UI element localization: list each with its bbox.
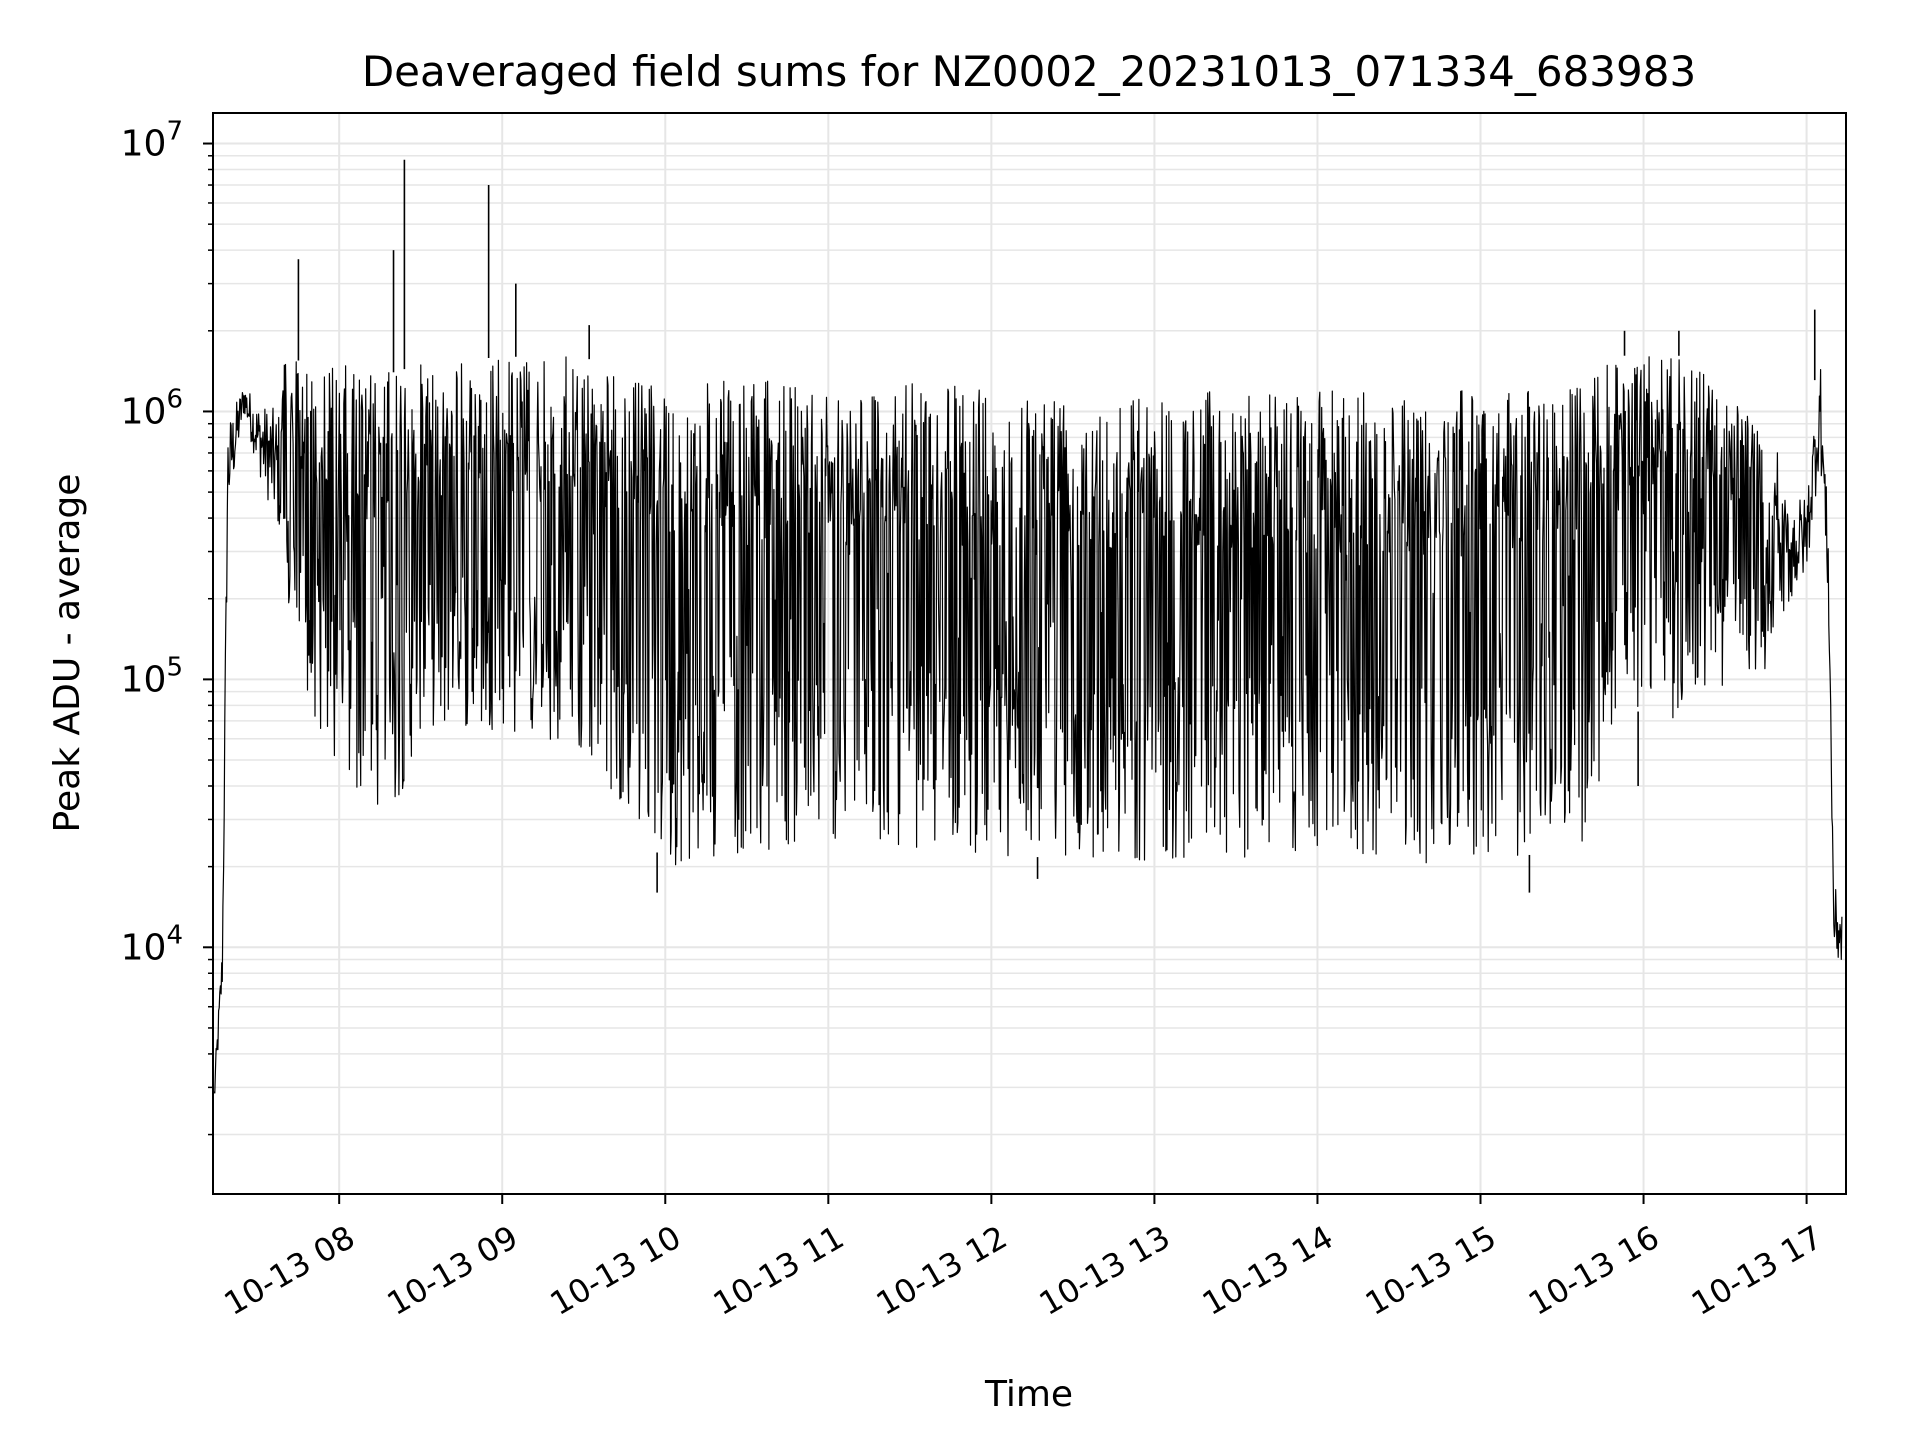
y-tick-label-exponent: 5 (166, 652, 183, 682)
data-layer (213, 159, 1843, 1094)
x-tick-label: 10-13 14 (1196, 1218, 1340, 1323)
y-tick-label-base: 10 (121, 927, 167, 968)
x-tick-label: 10-13 08 (218, 1218, 362, 1323)
axes-frame (212, 112, 1847, 1195)
x-axis-label: Time (984, 1374, 1073, 1415)
y-tick-label-exponent: 4 (166, 920, 183, 950)
y-tick-label-exponent: 7 (166, 117, 183, 147)
y-tick-label: 104 (121, 920, 183, 968)
x-tick-label: 10-13 13 (1033, 1218, 1177, 1323)
y-tick-label-base: 10 (121, 659, 167, 700)
y-tick-label: 105 (121, 652, 183, 700)
x-tick-label: 10-13 10 (544, 1218, 688, 1323)
x-tick-label: 10-13 12 (870, 1218, 1014, 1323)
series-line (213, 356, 1843, 1094)
y-axis-label: Peak ADU - average (47, 474, 88, 833)
chart-title: Deaveraged field sums for NZ0002_2023101… (362, 47, 1696, 96)
y-tick-label: 106 (121, 384, 183, 432)
grid-layer (213, 113, 1846, 1194)
x-tick-label: 10-13 15 (1359, 1218, 1503, 1323)
x-tick-label: 10-13 11 (707, 1218, 851, 1323)
y-tick-label: 107 (121, 117, 183, 165)
y-tick-label-base: 10 (121, 391, 167, 432)
y-tick-label-base: 10 (121, 124, 167, 165)
y-tick-label-exponent: 6 (166, 384, 183, 414)
x-tick-label: 10-13 16 (1522, 1218, 1666, 1323)
x-tick-label: 10-13 09 (381, 1218, 525, 1323)
x-tick-label: 10-13 17 (1685, 1218, 1829, 1323)
